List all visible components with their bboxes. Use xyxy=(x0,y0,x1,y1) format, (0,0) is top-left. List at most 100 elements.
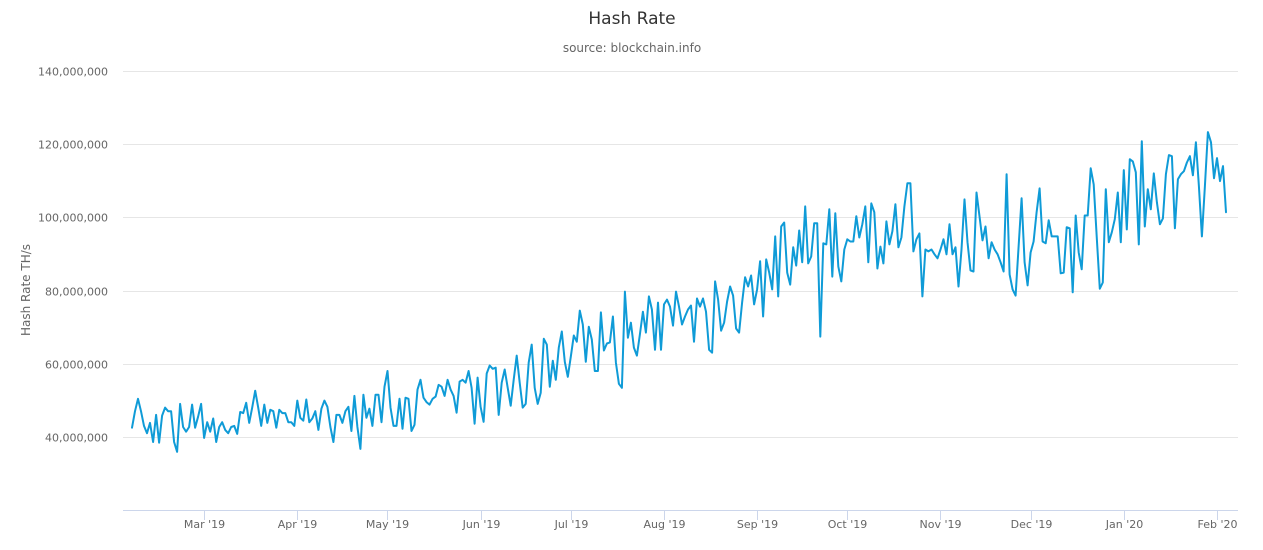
data-point xyxy=(302,419,305,422)
data-point xyxy=(1020,197,1023,200)
data-point xyxy=(1035,211,1038,214)
data-point xyxy=(551,359,554,362)
data-point xyxy=(488,364,491,367)
data-point xyxy=(635,354,638,357)
data-point xyxy=(542,337,545,340)
data-point xyxy=(1128,158,1131,161)
data-point xyxy=(888,243,891,246)
data-point xyxy=(1170,155,1173,158)
data-point xyxy=(428,403,431,406)
data-point xyxy=(530,343,533,346)
data-point xyxy=(527,361,530,364)
data-point xyxy=(867,261,870,264)
data-point xyxy=(684,315,687,318)
data-point xyxy=(906,182,909,185)
data-point xyxy=(1002,270,1005,273)
data-point xyxy=(957,285,960,288)
data-point xyxy=(1023,261,1026,264)
data-point xyxy=(560,330,563,333)
data-point xyxy=(936,257,939,260)
data-point xyxy=(602,349,605,352)
data-point xyxy=(638,333,641,336)
data-point xyxy=(233,424,236,427)
data-point xyxy=(699,305,702,308)
data-point xyxy=(509,404,512,407)
data-point xyxy=(353,394,356,397)
data-point xyxy=(741,301,744,304)
data-point xyxy=(1080,268,1083,271)
data-point xyxy=(617,382,620,385)
data-point xyxy=(539,391,542,394)
data-point xyxy=(407,397,410,400)
data-point xyxy=(311,417,314,420)
data-point xyxy=(687,308,690,311)
data-point xyxy=(164,406,167,409)
data-point xyxy=(290,421,293,424)
data-point xyxy=(209,430,212,433)
data-point xyxy=(1005,173,1008,176)
data-point xyxy=(1140,140,1143,143)
data-point xyxy=(1206,131,1209,134)
data-point xyxy=(1146,188,1149,191)
data-point xyxy=(338,413,341,416)
data-point xyxy=(987,257,990,260)
data-point xyxy=(1191,174,1194,177)
data-point xyxy=(768,271,771,274)
data-point xyxy=(1101,281,1104,284)
data-point xyxy=(536,402,539,405)
data-point xyxy=(849,240,852,243)
data-point xyxy=(891,230,894,233)
data-point xyxy=(434,395,437,398)
data-point xyxy=(1122,169,1125,172)
data-point xyxy=(413,423,416,426)
data-point xyxy=(590,338,593,341)
data-point xyxy=(1173,227,1176,230)
data-point xyxy=(170,410,173,413)
data-point xyxy=(386,370,389,373)
data-point xyxy=(1104,188,1107,191)
data-point xyxy=(951,253,954,256)
data-point xyxy=(305,398,308,401)
data-point xyxy=(149,421,152,424)
data-point xyxy=(230,426,233,429)
data-point xyxy=(452,394,455,397)
data-point xyxy=(747,285,750,288)
data-point xyxy=(690,304,693,307)
data-point xyxy=(491,367,494,370)
data-point xyxy=(392,424,395,427)
data-point xyxy=(804,205,807,208)
y-tick-label: 100,000,000 xyxy=(38,212,108,225)
data-point xyxy=(1041,240,1044,243)
data-point xyxy=(1059,272,1062,275)
x-tick-label: May '19 xyxy=(366,518,409,531)
data-point xyxy=(1047,219,1050,222)
data-point xyxy=(212,417,215,420)
data-point xyxy=(161,414,164,417)
data-point xyxy=(272,410,275,413)
data-point xyxy=(681,323,684,326)
data-point xyxy=(485,372,488,375)
data-point xyxy=(203,436,206,439)
data-point xyxy=(1185,161,1188,164)
data-point xyxy=(503,368,506,371)
data-point xyxy=(497,413,500,416)
data-point xyxy=(239,411,242,414)
data-point xyxy=(293,424,296,427)
data-point xyxy=(548,385,551,388)
data-point xyxy=(969,269,972,272)
data-point xyxy=(206,421,209,424)
data-point xyxy=(260,424,263,427)
data-point xyxy=(1053,235,1056,238)
data-point xyxy=(533,386,536,389)
data-point xyxy=(581,323,584,326)
data-point xyxy=(1077,251,1080,254)
data-point xyxy=(660,348,663,351)
x-tick-label: Jun '19 xyxy=(462,518,501,531)
data-point xyxy=(524,402,527,405)
data-point xyxy=(332,441,335,444)
data-point xyxy=(431,397,434,400)
data-point xyxy=(374,393,377,396)
data-point xyxy=(864,205,867,208)
data-point xyxy=(801,261,804,264)
data-point xyxy=(945,253,948,256)
